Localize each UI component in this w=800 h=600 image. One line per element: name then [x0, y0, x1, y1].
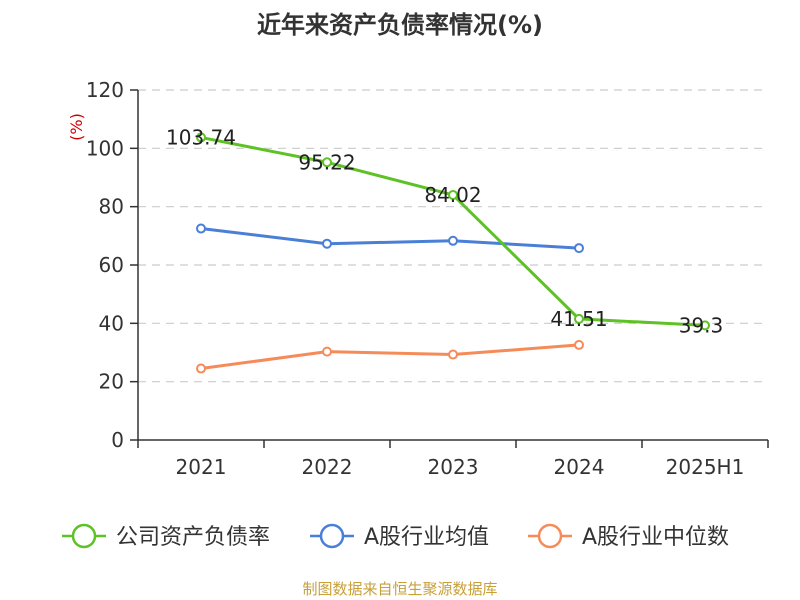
- series-1-point: [574, 243, 584, 254]
- legend-item: A股行业中位数: [528, 523, 729, 550]
- data-label: 84.02: [424, 183, 481, 207]
- y-tick-label: 80: [99, 195, 124, 219]
- legend-label: 公司资产负债率: [116, 525, 270, 550]
- data-label: 39.3: [679, 313, 724, 337]
- series-0-point: [700, 320, 710, 331]
- y-axis-label: (%): [67, 113, 86, 141]
- source-note: 制图数据来自恒生聚源数据库: [302, 580, 497, 598]
- x-tick-label: 2025H1: [666, 455, 745, 479]
- series-1-point: [196, 223, 206, 234]
- series-2-point: [196, 363, 206, 374]
- data-label: 95.22: [298, 150, 355, 174]
- y-tick-label: 20: [99, 370, 124, 394]
- x-tick-label: 2024: [554, 455, 605, 479]
- x-tick-label: 2021: [176, 455, 227, 479]
- series-lines: [196, 132, 710, 374]
- legend-label: A股行业中位数: [582, 525, 729, 550]
- series-0-point: [322, 157, 332, 168]
- y-tick-label: 120: [86, 78, 124, 102]
- series-2-line: [200, 343, 580, 371]
- chart-title: 近年来资产负债率情况(%): [257, 11, 543, 39]
- y-tick-label: 100: [86, 136, 124, 160]
- x-tick-label: 2022: [302, 455, 353, 479]
- grid: [138, 89, 768, 383]
- data-labels: 103.74 95.22 84.02 41.51 39.3: [166, 125, 723, 337]
- series-1-point: [448, 235, 458, 246]
- legend-marker-icon: [319, 523, 345, 549]
- series-2-point: [574, 339, 584, 350]
- legend-label: A股行业均值: [364, 525, 489, 550]
- y-tick-label: 0: [111, 428, 124, 452]
- x-tick-label: 2023: [428, 455, 479, 479]
- y-tick-label: 40: [99, 311, 124, 335]
- data-label: 103.74: [166, 125, 236, 149]
- series-0-point: [574, 313, 584, 324]
- legend-item: 公司资产负债率: [62, 523, 270, 550]
- legend-marker-icon: [71, 523, 97, 549]
- y-tick-label: 60: [99, 253, 124, 277]
- legend: 公司资产负债率 A股行业均值 A股行业中位数: [62, 523, 729, 550]
- series-0-point: [448, 189, 458, 200]
- series-0-line: [200, 135, 706, 327]
- legend-marker-icon: [537, 523, 563, 549]
- series-1-line: [200, 227, 580, 250]
- series-0-point: [196, 132, 206, 143]
- axes: 0 20 40 60 80 100 120 2021 2022 2023 2024 2025H1: [86, 78, 769, 479]
- data-label: 41.51: [550, 307, 607, 331]
- legend-item: A股行业均值: [310, 523, 489, 550]
- series-2-point: [322, 346, 332, 357]
- series-1-point: [322, 238, 332, 249]
- series-2-point: [448, 349, 458, 360]
